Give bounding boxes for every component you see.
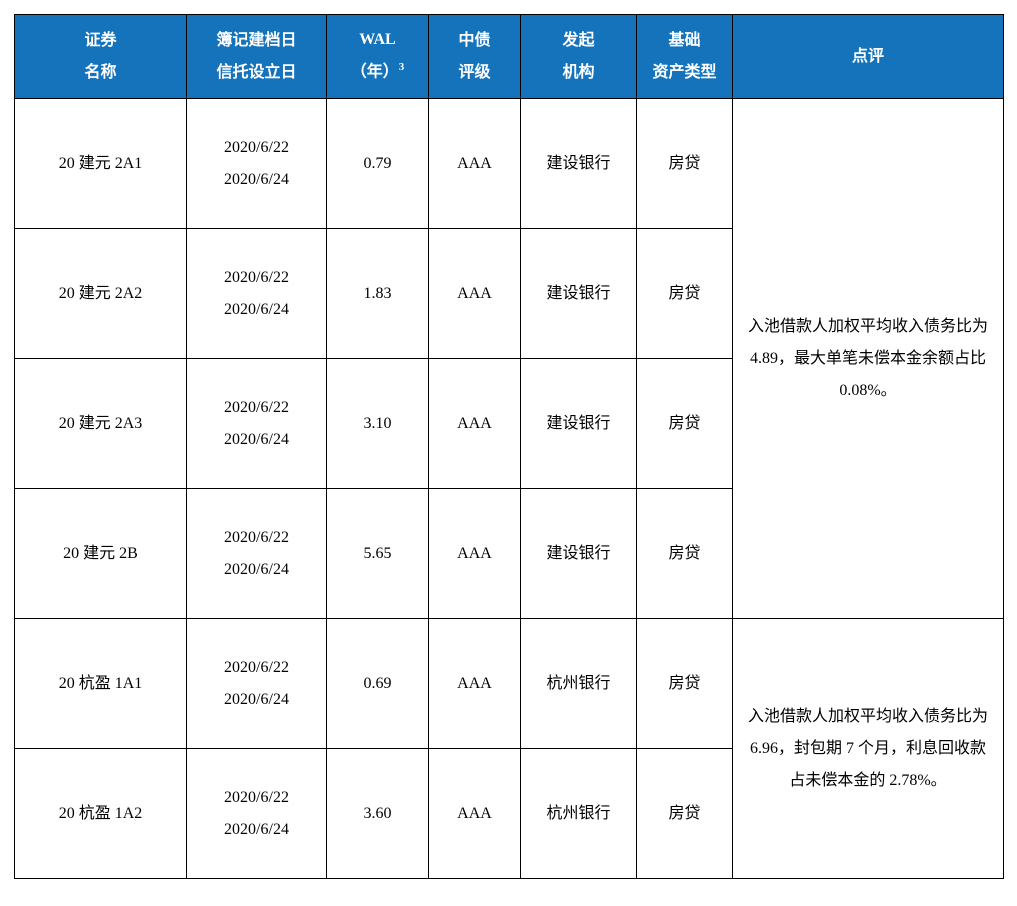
- cell-wal: 1.83: [327, 229, 429, 359]
- col-rating: 中债 评级: [429, 15, 521, 99]
- cell-asset: 房贷: [637, 489, 733, 619]
- col-rating-l2: 评级: [433, 57, 516, 89]
- cell-asset: 房贷: [637, 99, 733, 229]
- col-dates-l1: 簿记建档日: [191, 25, 322, 57]
- cell-date1: 2020/6/22: [191, 262, 322, 294]
- cell-name: 20 杭盈 1A2: [15, 749, 187, 879]
- cell-rating: AAA: [429, 359, 521, 489]
- cell-wal: 3.10: [327, 359, 429, 489]
- cell-dates: 2020/6/222020/6/24: [187, 619, 327, 749]
- col-comment-l1: 点评: [737, 41, 999, 73]
- cell-rating: AAA: [429, 99, 521, 229]
- col-wal: WAL （年）3: [327, 15, 429, 99]
- cell-dates: 2020/6/222020/6/24: [187, 229, 327, 359]
- cell-issuer: 建设银行: [521, 229, 637, 359]
- cell-rating: AAA: [429, 489, 521, 619]
- col-name-l2: 名称: [19, 57, 182, 89]
- cell-comment: 入池借款人加权平均收入债务比为6.96，封包期 7 个月，利息回收款占未偿本金的…: [733, 619, 1004, 879]
- cell-name: 20 建元 2A2: [15, 229, 187, 359]
- table-row: 20 杭盈 1A12020/6/222020/6/240.69AAA杭州银行房贷…: [15, 619, 1004, 749]
- cell-dates: 2020/6/222020/6/24: [187, 489, 327, 619]
- col-issuer: 发起 机构: [521, 15, 637, 99]
- cell-date2: 2020/6/24: [191, 164, 322, 196]
- cell-date2: 2020/6/24: [191, 294, 322, 326]
- table-header-row: 证券 名称 簿记建档日 信托设立日 WAL （年）3 中债 评级 发起 机构 基…: [15, 15, 1004, 99]
- cell-wal: 0.79: [327, 99, 429, 229]
- col-dates: 簿记建档日 信托设立日: [187, 15, 327, 99]
- col-wal-l1: WAL: [331, 24, 424, 56]
- cell-issuer: 杭州银行: [521, 619, 637, 749]
- cell-issuer: 杭州银行: [521, 749, 637, 879]
- cell-date2: 2020/6/24: [191, 814, 322, 846]
- col-asset-l2: 资产类型: [641, 57, 728, 89]
- securities-table: 证券 名称 簿记建档日 信托设立日 WAL （年）3 中债 评级 发起 机构 基…: [14, 14, 1004, 879]
- cell-date2: 2020/6/24: [191, 424, 322, 456]
- col-wal-sup: 3: [399, 61, 405, 73]
- table-row: 20 建元 2A12020/6/222020/6/240.79AAA建设银行房贷…: [15, 99, 1004, 229]
- cell-date2: 2020/6/24: [191, 554, 322, 586]
- cell-asset: 房贷: [637, 359, 733, 489]
- col-issuer-l2: 机构: [525, 57, 632, 89]
- col-rating-l1: 中债: [433, 25, 516, 57]
- cell-date1: 2020/6/22: [191, 392, 322, 424]
- col-dates-l2: 信托设立日: [191, 57, 322, 89]
- cell-issuer: 建设银行: [521, 359, 637, 489]
- col-asset-l1: 基础: [641, 25, 728, 57]
- col-comment: 点评: [733, 15, 1004, 99]
- cell-date2: 2020/6/24: [191, 684, 322, 716]
- cell-wal: 5.65: [327, 489, 429, 619]
- cell-asset: 房贷: [637, 749, 733, 879]
- col-name-l1: 证券: [19, 25, 182, 57]
- cell-wal: 0.69: [327, 619, 429, 749]
- table-body: 20 建元 2A12020/6/222020/6/240.79AAA建设银行房贷…: [15, 99, 1004, 879]
- cell-issuer: 建设银行: [521, 489, 637, 619]
- cell-rating: AAA: [429, 229, 521, 359]
- col-wal-l2: （年）3: [331, 56, 424, 88]
- col-asset: 基础 资产类型: [637, 15, 733, 99]
- cell-rating: AAA: [429, 619, 521, 749]
- cell-date1: 2020/6/22: [191, 132, 322, 164]
- cell-asset: 房贷: [637, 619, 733, 749]
- col-name: 证券 名称: [15, 15, 187, 99]
- col-issuer-l1: 发起: [525, 25, 632, 57]
- cell-issuer: 建设银行: [521, 99, 637, 229]
- cell-asset: 房贷: [637, 229, 733, 359]
- cell-date1: 2020/6/22: [191, 652, 322, 684]
- cell-name: 20 建元 2B: [15, 489, 187, 619]
- cell-date1: 2020/6/22: [191, 522, 322, 554]
- cell-name: 20 建元 2A1: [15, 99, 187, 229]
- cell-date1: 2020/6/22: [191, 782, 322, 814]
- cell-dates: 2020/6/222020/6/24: [187, 99, 327, 229]
- cell-rating: AAA: [429, 749, 521, 879]
- cell-dates: 2020/6/222020/6/24: [187, 359, 327, 489]
- cell-dates: 2020/6/222020/6/24: [187, 749, 327, 879]
- cell-name: 20 建元 2A3: [15, 359, 187, 489]
- cell-name: 20 杭盈 1A1: [15, 619, 187, 749]
- cell-comment: 入池借款人加权平均收入债务比为4.89，最大单笔未偿本金余额占比0.08%。: [733, 99, 1004, 619]
- cell-wal: 3.60: [327, 749, 429, 879]
